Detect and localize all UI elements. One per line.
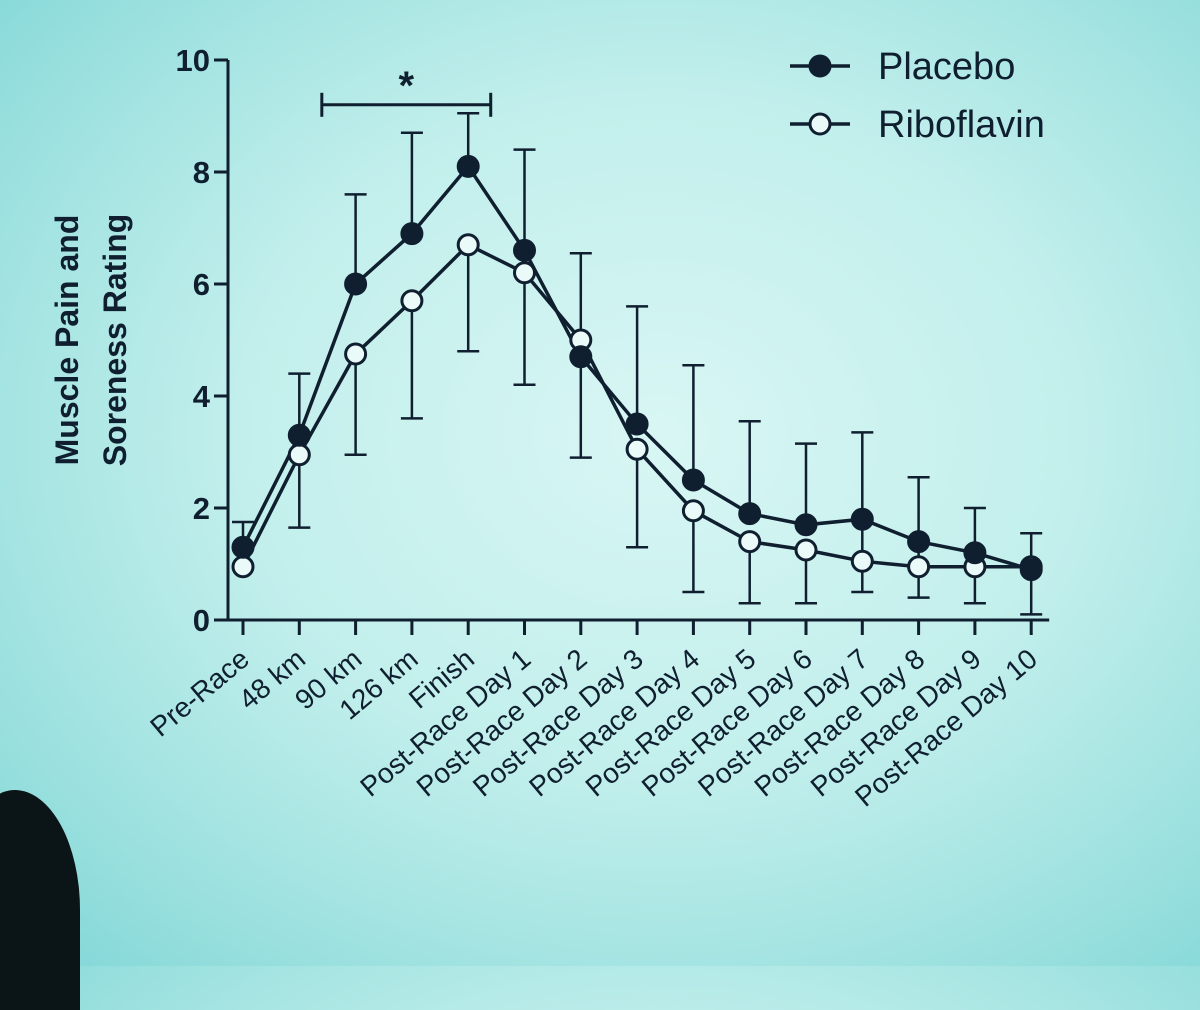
- data-point-riboflavin: [344, 342, 368, 366]
- data-point-placebo: [850, 507, 874, 531]
- significance-bracket: *: [320, 64, 493, 117]
- data-point-placebo: [287, 423, 311, 447]
- significance-asterisk: *: [398, 64, 414, 108]
- y-tick-label: 4: [193, 379, 211, 414]
- data-point-placebo: [344, 272, 368, 296]
- legend-label: Placebo: [878, 46, 1015, 88]
- series-markers: [231, 154, 1043, 582]
- data-point-placebo: [963, 541, 987, 565]
- data-point-riboflavin: [794, 538, 818, 562]
- data-point-riboflavin: [287, 443, 311, 467]
- y-tick-label: 8: [193, 155, 210, 190]
- legend-marker: [808, 112, 832, 136]
- y-tick-label: 10: [176, 43, 210, 78]
- y-tick-label: 0: [193, 603, 210, 638]
- data-point-placebo: [625, 412, 649, 436]
- data-point-riboflavin: [907, 555, 931, 579]
- legend-label: Riboflavin: [878, 104, 1045, 146]
- data-point-placebo: [400, 222, 424, 246]
- legend-marker: [808, 54, 832, 78]
- data-point-placebo: [231, 535, 255, 559]
- legend: Placebo Riboflavin: [790, 46, 1045, 146]
- y-axis-label-line: Muscle Pain and: [49, 215, 85, 466]
- data-point-riboflavin: [681, 499, 705, 523]
- data-point-placebo: [681, 468, 705, 492]
- data-point-placebo: [738, 502, 762, 526]
- data-point-riboflavin: [231, 555, 255, 579]
- y-tick-label: 2: [193, 491, 210, 526]
- y-axis-label: Muscle Pain and Soreness Rating: [49, 214, 133, 467]
- data-point-riboflavin: [625, 437, 649, 461]
- data-point-placebo: [1019, 558, 1043, 582]
- data-point-riboflavin: [400, 289, 424, 313]
- data-point-riboflavin: [456, 233, 480, 257]
- data-point-placebo: [569, 345, 593, 369]
- y-tick-label: 6: [193, 267, 210, 302]
- data-point-placebo: [794, 513, 818, 537]
- data-point-riboflavin: [850, 549, 874, 573]
- y-axis-label-line: Soreness Rating: [97, 214, 133, 467]
- data-point-riboflavin: [513, 261, 536, 285]
- data-point-riboflavin: [738, 530, 762, 554]
- data-point-placebo: [907, 530, 931, 554]
- data-point-placebo: [513, 238, 536, 262]
- data-point-placebo: [456, 154, 480, 178]
